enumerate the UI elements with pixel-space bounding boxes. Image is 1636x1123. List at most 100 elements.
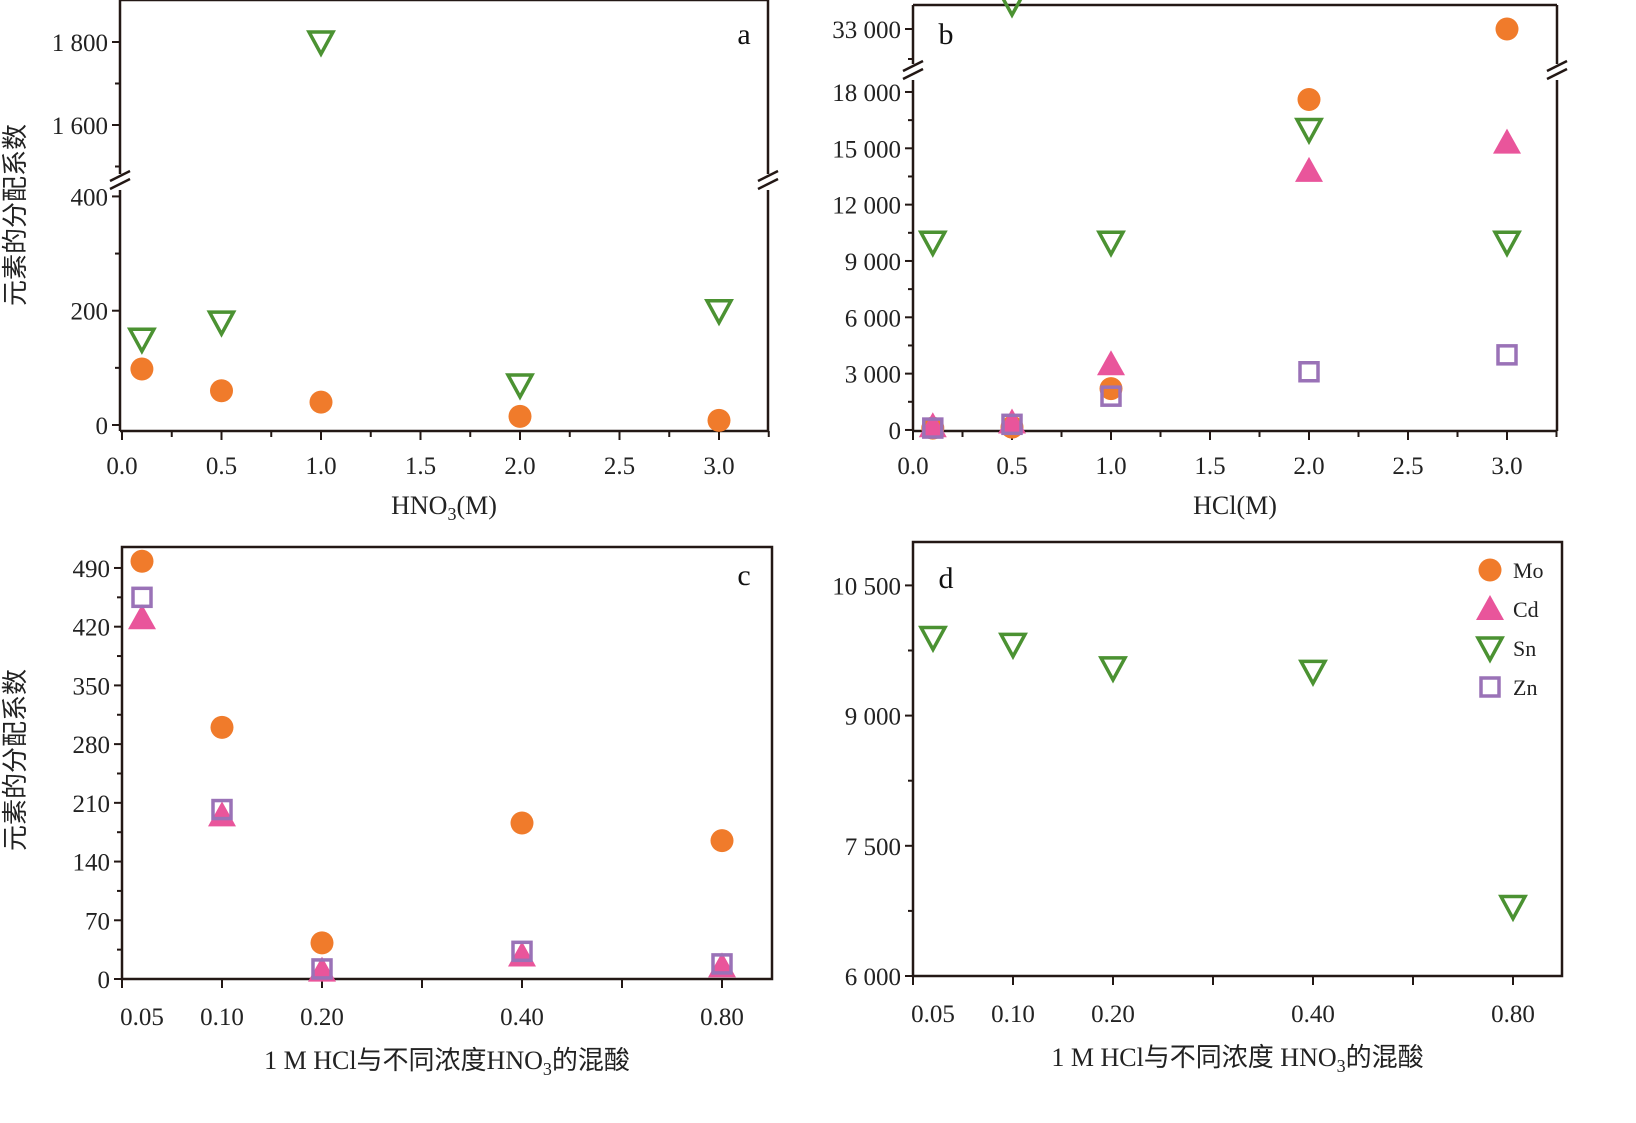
x-axis-title: HCl(M) — [1193, 491, 1277, 520]
data-point-Mo — [510, 811, 534, 835]
data-point-Mo — [210, 715, 234, 739]
x-tick-label: 1.0 — [1095, 453, 1126, 480]
data-point-Sn — [1294, 117, 1324, 146]
legend-marker-Mo — [1478, 558, 1502, 582]
y-tick-label: 6 000 — [845, 964, 901, 991]
panel-label: b — [939, 18, 954, 51]
data-point-Mo — [710, 829, 734, 853]
x-tick-label: 3.0 — [1491, 453, 1522, 480]
x-tick-label: 2.5 — [604, 453, 635, 480]
data-point-Sn — [1498, 894, 1528, 923]
series-Sn — [917, 0, 1522, 258]
plot-frame — [120, 545, 774, 981]
y-tick-label: 6 000 — [845, 305, 901, 332]
panel-c: 0 70 140 210 280 350 420 490 0.05 0.10 0.20 0.40 0.8… — [1, 545, 774, 1079]
series-Sn — [918, 625, 1528, 923]
data-point-Sn — [306, 30, 336, 58]
y-tick-label: 400 — [71, 184, 109, 211]
y-tick-label: 0 — [98, 967, 111, 994]
data-point-Cd — [308, 956, 336, 982]
axis-break-mark — [1546, 67, 1568, 81]
data-point-Mo — [210, 379, 233, 403]
series-Zn — [131, 586, 733, 980]
axis-break-mark — [757, 169, 779, 183]
x-tick-label: 0.05 — [911, 1001, 955, 1028]
y-tick-label: 1 800 — [52, 30, 108, 57]
data-point-Zn — [711, 953, 733, 975]
series-Cd — [128, 604, 736, 982]
data-point-Sn — [1098, 656, 1128, 684]
data-point-Zn — [311, 958, 333, 980]
x-axis-title-subscript: 3 — [543, 1059, 552, 1079]
panel-b: 0 3 000 6 000 9 000 12 000 15 000 18 000 33 000… — [832, 0, 1568, 520]
legend-label: Cd — [1513, 597, 1539, 622]
x-tick-label: 0.20 — [300, 1004, 344, 1031]
x-tick-label: 0.80 — [700, 1004, 744, 1031]
y-tick-label: 33 000 — [832, 17, 901, 44]
x-tick-label: 0.40 — [1291, 1001, 1335, 1028]
y-axis-title: 元素的分配系数 — [1, 669, 30, 851]
data-point-Zn — [922, 417, 944, 439]
y-tick-label: 210 — [73, 791, 111, 818]
data-point-Sn — [206, 310, 237, 338]
data-point-Sn — [917, 230, 948, 258]
y-tick-label: 10 500 — [832, 573, 901, 600]
data-point-Cd — [1097, 350, 1125, 376]
axis-break-mark — [109, 177, 131, 191]
data-point-Cd — [128, 604, 156, 630]
data-point-Zn — [1100, 385, 1122, 407]
x-tick-label: 2.0 — [1293, 453, 1324, 480]
panel-label: a — [737, 18, 750, 51]
data-point-Cd — [998, 408, 1026, 434]
x-axis-title-subscript: 3 — [447, 504, 456, 524]
x-tick-label: 3.0 — [703, 453, 734, 480]
data-point-Zn — [131, 586, 153, 609]
y-tick-label: 7 500 — [845, 834, 901, 861]
data-point-Sn — [1001, 0, 1023, 19]
y-tick-label: 0 — [96, 413, 109, 440]
x-axis-title-part: (M) — [456, 491, 496, 520]
x-axis-title-part: 的混酸 — [552, 1046, 630, 1075]
legend-label: Sn — [1513, 636, 1536, 661]
x-axis-title-part: 1 M HCl与不同浓度HNO — [264, 1046, 543, 1075]
data-point-Zn — [211, 798, 233, 821]
y-tick-label: 15 000 — [832, 136, 901, 163]
x-tick-label: 0.20 — [1091, 1001, 1135, 1028]
data-point-Sn — [126, 327, 157, 355]
data-point-Sn — [998, 632, 1028, 661]
x-tick-label: 0.10 — [200, 1004, 244, 1031]
y-tick-label: 3 000 — [845, 362, 901, 389]
series-Mo — [921, 17, 1519, 440]
data-point-Zn — [1496, 344, 1518, 366]
x-axis-title-part: HNO — [391, 491, 447, 520]
axis-break-mark — [902, 59, 924, 73]
data-point-Zn — [511, 940, 533, 963]
axis-break-mark — [109, 169, 131, 183]
series-Mo — [130, 549, 734, 955]
legend-marker-Zn — [1479, 676, 1501, 698]
legend-marker-Cd — [1476, 595, 1504, 620]
legend-label: Zn — [1513, 675, 1537, 700]
panel-label: c — [737, 559, 750, 592]
x-axis-title: HNO3(M) — [391, 491, 497, 524]
x-tick-label: 0.10 — [991, 1001, 1035, 1028]
y-tick-label: 70 — [85, 908, 110, 935]
x-tick-label: 0.05 — [120, 1004, 164, 1031]
panel-d: 6 000 7 500 9 000 10 500 0.05 0.10 0.20 0.40 0.8… — [832, 540, 1564, 1076]
data-point-Zn — [1298, 361, 1320, 383]
y-tick-label: 200 — [71, 299, 109, 326]
y-tick-label: 12 000 — [832, 193, 901, 220]
x-tick-label: 2.0 — [504, 453, 535, 480]
legend-marker-Sn — [1475, 636, 1505, 664]
y-tick-label: 140 — [73, 850, 111, 877]
data-point-Mo — [130, 357, 154, 381]
x-axis-title: 1 M HCl与不同浓度 HNO3的混酸 — [1051, 1043, 1423, 1076]
data-point-Mo — [508, 404, 532, 428]
x-tick-label: 2.5 — [1392, 453, 1423, 480]
data-point-Mo — [309, 390, 333, 414]
x-tick-label: 1.5 — [1194, 453, 1225, 480]
data-point-Cd — [918, 412, 947, 438]
y-tick-label: 1 600 — [52, 113, 108, 140]
data-point-Sn — [505, 373, 535, 401]
